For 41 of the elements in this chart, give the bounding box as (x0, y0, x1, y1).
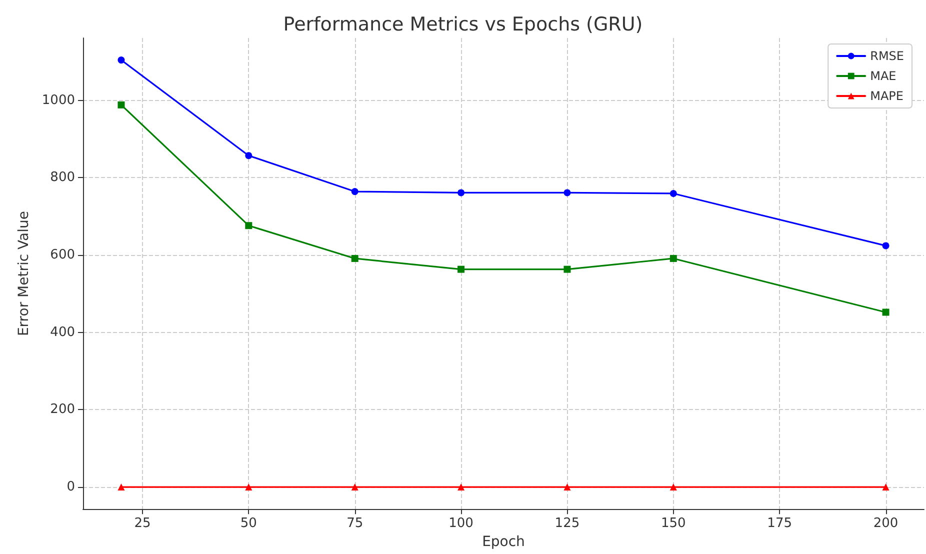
point (351, 254, 358, 262)
y-tick-label: 600 (50, 247, 75, 262)
legend-label: MAPE (870, 89, 904, 103)
point (118, 484, 125, 491)
point (882, 242, 890, 250)
point (351, 484, 358, 491)
y-tick-label: 200 (50, 402, 75, 418)
y-tick-label: 1000 (42, 92, 75, 108)
y-tick-label: 400 (50, 324, 75, 340)
legend-label: MAE (870, 69, 896, 83)
point (882, 484, 890, 491)
point (564, 189, 571, 196)
point (670, 190, 677, 197)
point (882, 308, 890, 316)
chart-title: Performance Metrics vs Epochs (GRU) (283, 14, 643, 36)
point (670, 254, 677, 262)
y-axis-title: Error Metric Value (16, 211, 32, 336)
x-tick-label: 25 (134, 516, 151, 532)
y-tick-label: 800 (50, 170, 75, 186)
point (458, 484, 465, 491)
point (564, 266, 571, 273)
point (245, 484, 252, 491)
point (245, 152, 252, 160)
legend-label: RMSE (870, 49, 904, 63)
point (564, 484, 571, 491)
x-tick-label: 125 (554, 516, 580, 532)
point (245, 222, 252, 230)
point (458, 266, 465, 273)
point (458, 189, 465, 196)
point (118, 56, 125, 64)
x-tick-label: 50 (240, 516, 257, 532)
x-tick-label: 175 (767, 516, 792, 532)
x-tick-label: 200 (873, 516, 898, 532)
y-tick-label: 0 (66, 480, 75, 495)
point (670, 484, 677, 491)
x-tick-label: 150 (660, 516, 686, 532)
x-axis-title: Epoch (482, 534, 525, 550)
point (351, 188, 358, 196)
x-tick-label: 100 (448, 516, 474, 532)
x-tick-label: 75 (346, 516, 364, 532)
point (118, 101, 125, 108)
